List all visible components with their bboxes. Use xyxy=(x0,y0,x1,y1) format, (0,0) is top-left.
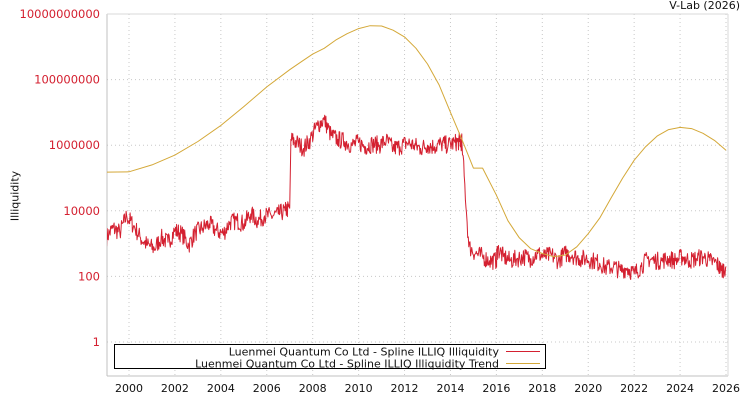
chart-credit: V-Lab (2026) xyxy=(669,0,740,12)
x-tick-label: 2018 xyxy=(528,382,556,395)
x-tick-label: 2010 xyxy=(345,382,373,395)
x-tick-label: 2012 xyxy=(391,382,419,395)
series-lines xyxy=(107,25,727,280)
y-tick-label: 1 xyxy=(93,335,100,349)
legend: Luenmei Quantum Co Ltd - Spline ILLIQ Il… xyxy=(114,344,546,371)
x-tick-label: 2000 xyxy=(115,382,143,395)
x-tick-label: 2022 xyxy=(620,382,648,395)
legend-label: Luenmei Quantum Co Ltd - Spline ILLIQ Il… xyxy=(229,346,500,359)
y-tick-label: 10000000000 xyxy=(20,7,100,21)
x-tick-label: 2024 xyxy=(666,382,694,395)
y-tick-label: 100 xyxy=(78,269,100,283)
x-tick-label: 2020 xyxy=(574,382,602,395)
y-axis-ticks: 10000000000 100000000 1000000 10000 100 1 xyxy=(20,7,100,349)
x-tick-label: 2008 xyxy=(299,382,327,395)
legend-box xyxy=(114,344,546,369)
y-tick-label: 10000 xyxy=(63,204,100,218)
x-tick-label: 2002 xyxy=(161,382,189,395)
plot-frame xyxy=(106,13,729,377)
legend-label: Luenmei Quantum Co Ltd - Spline ILLIQ Il… xyxy=(195,358,499,371)
y-axis-label: Illiquidity xyxy=(8,170,22,222)
x-tick-label: 2016 xyxy=(482,382,510,395)
x-tick-label: 2026 xyxy=(712,382,740,395)
x-tick-label: 2006 xyxy=(253,382,281,395)
grid-lines xyxy=(107,14,728,376)
illiquidity-trend-line xyxy=(107,25,727,258)
illiquidity-line xyxy=(107,114,727,280)
x-tick-label: 2004 xyxy=(207,382,235,395)
y-tick-label: 100000000 xyxy=(34,73,100,87)
y-tick-label: 1000000 xyxy=(49,138,100,152)
x-axis-ticks: 2000 2002 2004 2006 2008 2010 2012 2014 2016 2018… xyxy=(115,382,740,395)
x-tick-label: 2014 xyxy=(436,382,464,395)
